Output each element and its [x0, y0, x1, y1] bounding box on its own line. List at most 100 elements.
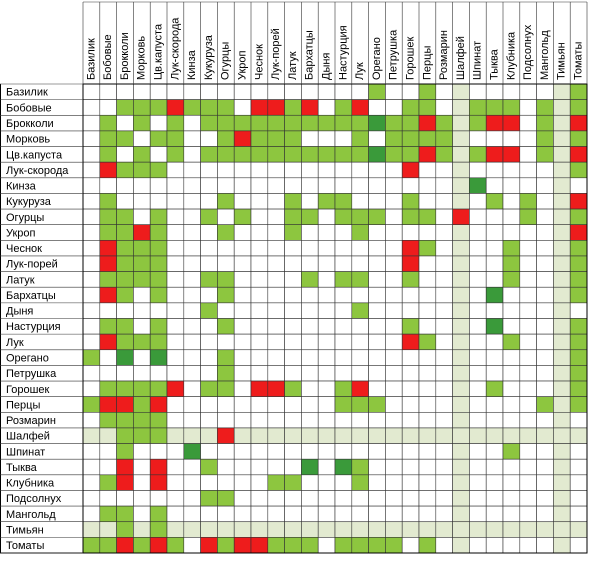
cell — [385, 286, 403, 304]
cell — [317, 286, 336, 304]
cell — [317, 490, 336, 507]
cell — [469, 365, 487, 382]
cell — [368, 537, 386, 554]
cell — [233, 114, 252, 132]
cell — [166, 177, 185, 194]
cell — [267, 114, 285, 132]
cell — [250, 411, 269, 429]
cell — [351, 458, 369, 476]
cell — [553, 193, 571, 210]
cell — [334, 318, 353, 335]
column-label: Шпинат — [472, 41, 484, 80]
cell — [334, 365, 353, 382]
cell — [284, 365, 302, 382]
cell — [149, 286, 168, 304]
cell — [502, 286, 521, 304]
cell — [166, 505, 185, 523]
cell — [469, 208, 487, 225]
cell — [401, 443, 420, 460]
cell — [418, 224, 437, 241]
cell — [317, 83, 336, 100]
cell — [217, 193, 235, 210]
cell — [250, 427, 269, 444]
cell — [267, 224, 285, 241]
cell — [200, 458, 218, 476]
cell — [401, 458, 420, 476]
cell — [284, 333, 302, 351]
cell — [250, 505, 269, 523]
row-label: Кукуруза — [6, 196, 52, 208]
cell — [485, 521, 504, 538]
cell — [217, 255, 235, 272]
cell — [452, 365, 470, 382]
cell — [133, 411, 151, 429]
cell — [452, 271, 470, 288]
cell — [452, 146, 470, 163]
cell — [149, 458, 168, 476]
column-label: Лук-скорода — [169, 17, 181, 80]
cell — [233, 130, 252, 147]
cell — [385, 380, 403, 397]
cell — [284, 396, 302, 413]
cell — [569, 146, 588, 163]
cell — [116, 240, 134, 257]
cell — [301, 240, 319, 257]
row-label: Настурция — [6, 321, 61, 333]
cell — [82, 208, 101, 225]
cell — [519, 365, 537, 382]
cell — [519, 114, 537, 132]
cell — [519, 99, 537, 116]
cell — [351, 208, 369, 225]
cell — [217, 349, 235, 366]
cell — [166, 302, 185, 319]
cell — [284, 537, 302, 554]
cell — [502, 365, 521, 382]
cell — [317, 130, 336, 147]
cell — [418, 537, 437, 554]
cell — [200, 271, 218, 288]
cell — [368, 411, 386, 429]
cell — [351, 224, 369, 241]
cell — [99, 146, 117, 163]
cell — [116, 302, 134, 319]
cell — [452, 458, 470, 476]
cell — [149, 240, 168, 257]
cell — [401, 318, 420, 335]
row-label: Укроп — [6, 227, 36, 239]
cell — [200, 255, 218, 272]
column-label: Лук — [354, 62, 366, 80]
cell — [267, 537, 285, 554]
cell — [233, 521, 252, 538]
cell — [166, 161, 185, 179]
cell — [334, 240, 353, 257]
cell — [250, 396, 269, 413]
cell — [435, 396, 453, 413]
cell — [334, 490, 353, 507]
cell — [284, 255, 302, 272]
cell — [233, 427, 252, 444]
cell — [401, 208, 420, 225]
cell — [250, 99, 269, 116]
cell — [99, 333, 117, 351]
cell — [301, 208, 319, 225]
cell — [435, 271, 453, 288]
cell — [233, 349, 252, 366]
cell — [166, 146, 185, 163]
cell — [233, 193, 252, 210]
cell — [183, 286, 201, 304]
cell — [368, 193, 386, 210]
cell — [200, 333, 218, 351]
cell — [133, 365, 151, 382]
cell — [267, 286, 285, 304]
cell — [368, 99, 386, 116]
cell — [284, 505, 302, 523]
cell — [149, 177, 168, 194]
cell — [82, 161, 101, 179]
cell — [502, 505, 521, 523]
column-label: Орегано — [371, 37, 383, 80]
cell — [385, 255, 403, 272]
cell — [435, 333, 453, 351]
row-label: Бархатцы — [6, 290, 56, 302]
cell — [267, 333, 285, 351]
cell — [385, 333, 403, 351]
